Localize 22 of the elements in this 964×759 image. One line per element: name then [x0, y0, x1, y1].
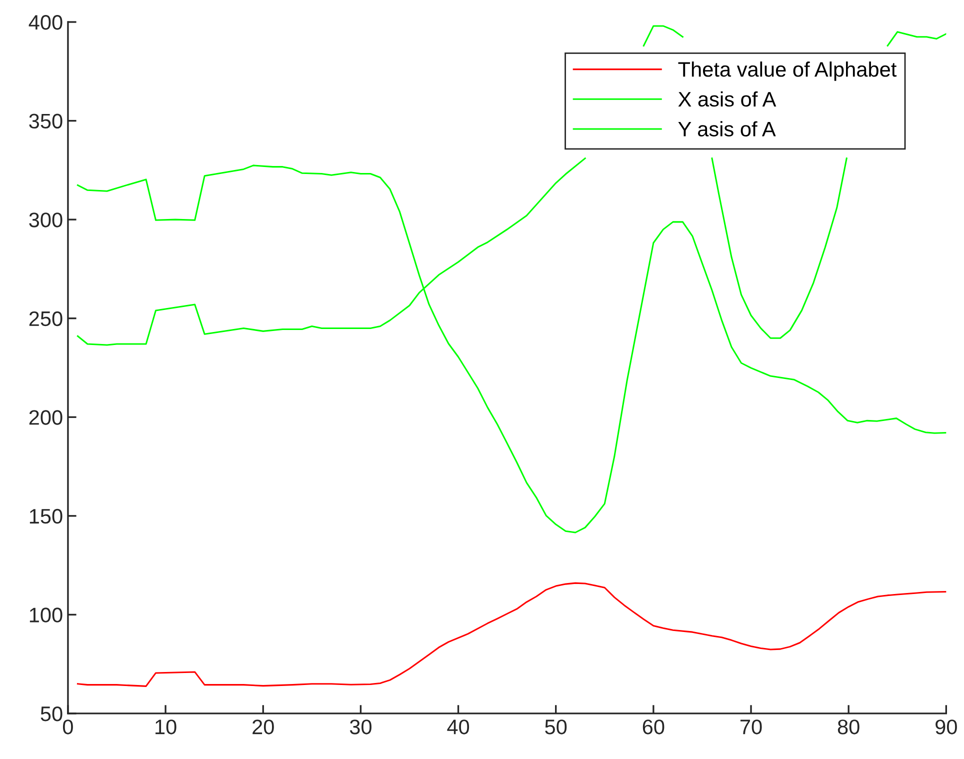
legend-label: X asis of A [678, 91, 776, 107]
x-tick-label: 70 [740, 720, 762, 734]
x-tick-label: 50 [545, 720, 567, 734]
line-series [76, 582, 946, 687]
y-tick-label: 300 [29, 212, 62, 228]
x-tick-label: 30 [350, 720, 372, 734]
legend-label: Y asis of A [678, 121, 776, 136]
x-tick-label: 40 [447, 720, 470, 734]
x-tick-label: 10 [156, 720, 176, 734]
x-tick-label: 80 [838, 720, 860, 734]
y-tick-label: 50 [40, 706, 62, 722]
legend-label: Theta value of Alphabet [678, 62, 897, 81]
x-tick-label: 90 [936, 720, 957, 734]
y-tick-label: 350 [29, 114, 62, 129]
x-tick-label: 60 [642, 720, 664, 734]
y-tick-label: 400 [28, 15, 62, 30]
x-tick-label: 20 [252, 720, 274, 734]
y-tick-label: 150 [30, 508, 62, 524]
y-tick-label: 100 [30, 608, 62, 622]
y-tick-label: 250 [29, 311, 62, 326]
x-tick-label: 0 [62, 720, 73, 734]
y-tick-label: 200 [29, 410, 62, 425]
